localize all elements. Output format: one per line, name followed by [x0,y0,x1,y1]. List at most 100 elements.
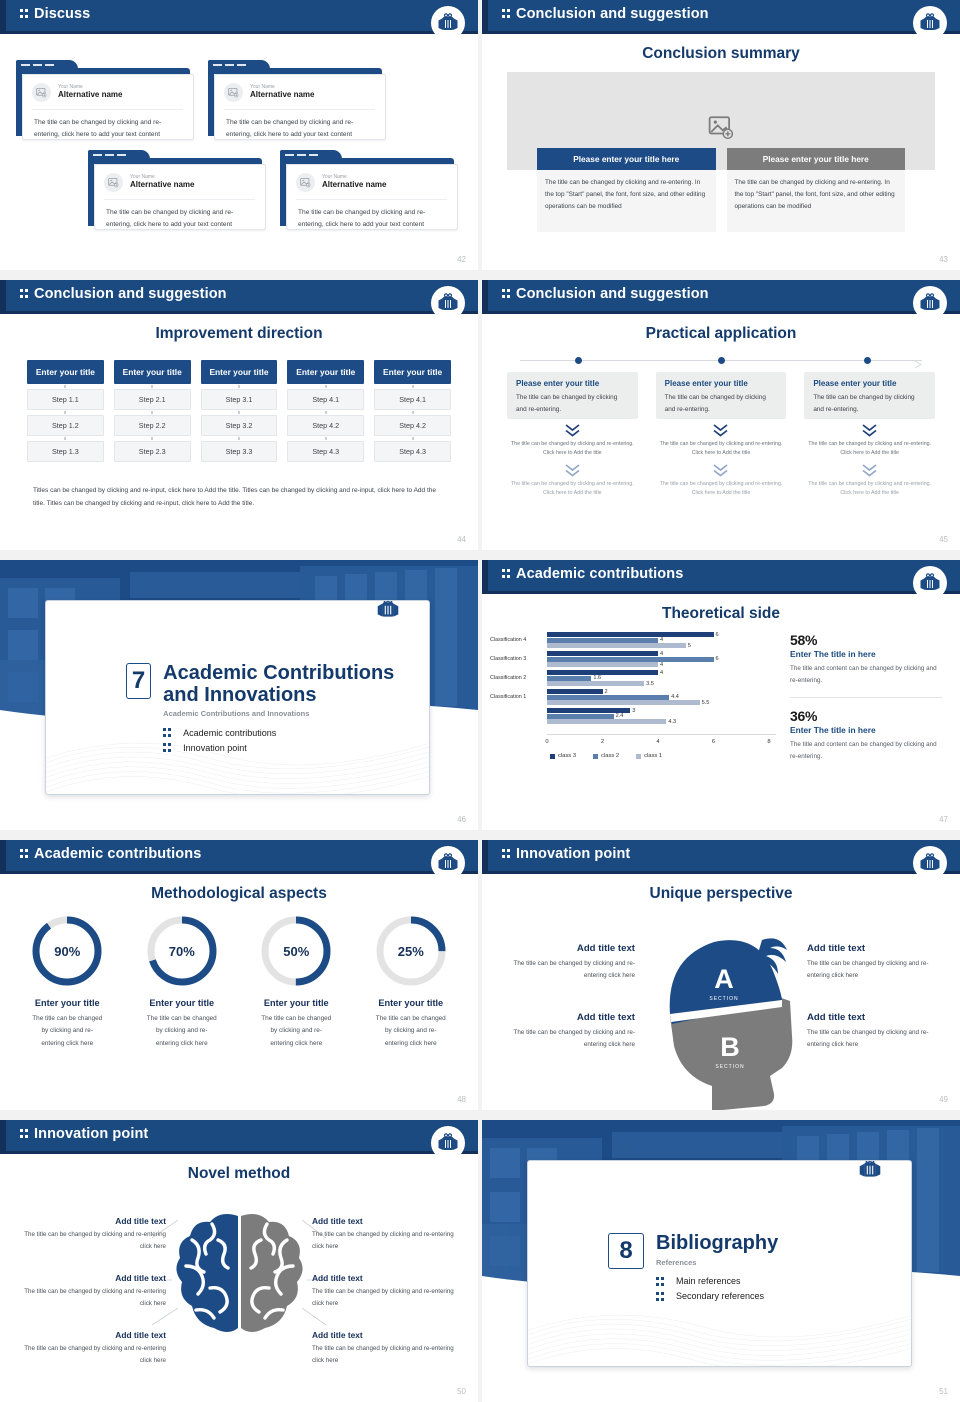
step-cell[interactable]: Step 2.1 [113,389,191,410]
stat-title: Enter The title in here [790,649,876,659]
step-cell[interactable]: Step 4.1 [287,389,365,410]
bar-chart: Classification 4 6 4 5 Classification 3 4 6 4 Cl… [490,628,780,759]
folder-spine [208,68,214,136]
step-column-title[interactable]: Enter your title [287,360,365,384]
folder-tab [280,150,342,159]
step-cell[interactable]: Step 4.1 [374,389,451,410]
column-title[interactable]: Please enter your title here [537,148,716,170]
folder-body-text: The title can be changed by clicking and… [226,119,354,138]
section-list-item[interactable]: Innovation point [163,742,429,753]
folder-name: Your Name [322,173,347,180]
donut-title: Enter your title [149,998,215,1008]
donut-chart: 70% [146,915,218,987]
bar-chart-tick-label: 6 [711,739,716,745]
folder-card[interactable]: Your Name Alternative name The title can… [280,150,458,230]
stat-block: 36% Enter The title in here The title an… [790,708,942,762]
page-number: 51 [939,1387,948,1396]
step-column: Enter your title Step 3.1 Step 3.2 Step … [200,360,278,462]
folder-card[interactable]: Your Name Alternative name The title can… [16,60,194,140]
timeline-column: Please enter your title The title can be… [804,372,935,498]
section-list-item[interactable]: Academic contributions [163,727,429,738]
folder-bar [16,68,190,74]
item-body: The title can be changed by clicking and… [807,960,929,979]
step-column-title[interactable]: Enter your title [374,360,451,384]
step-column-title[interactable]: Enter your title [27,360,104,384]
page-number: 50 [457,1387,466,1396]
stat-title: Enter The title in here [790,725,876,736]
timeline-card[interactable]: Please enter your title The title can be… [507,372,638,419]
divider-card: 8 Bibliography References Main reference… [527,1160,912,1367]
donut-item: 90% Enter your title The title can be chan… [10,915,125,1050]
item-body: The title can be changed by clicking and… [24,1288,166,1307]
svg-text:A: A [714,964,734,994]
step-cell[interactable]: Step 3.3 [200,441,278,462]
stat-percent: 58% [790,632,818,648]
brain-item: Add title text The title can be changed … [312,1216,462,1253]
step-cell[interactable]: Step 1.3 [27,441,104,462]
bar-chart-value-label: 4 [660,637,664,644]
section-list-item[interactable]: Main references [656,1276,778,1287]
step-cell[interactable]: Step 4.2 [374,415,451,436]
slide-title: Theoretical side [661,605,780,622]
folder-alt-name: Alternative name [58,90,123,100]
step-cell[interactable]: Step 4.3 [287,441,365,462]
step-cell[interactable]: Step 4.3 [374,441,451,462]
section-list-item[interactable]: Secondary references [656,1291,778,1302]
step-column-title[interactable]: Enter your title [113,360,191,384]
folder-card-body: Your Name Alternative name The title can… [214,74,386,140]
folder-card[interactable]: Your Name Alternative name The title can… [88,150,266,230]
header-title: Conclusion and suggestion [502,286,709,302]
column-title[interactable]: Please enter your title here [726,148,905,170]
section-subtitle: References [656,1257,697,1267]
folder-tab [208,60,270,69]
bar-chart-value-label: 2.4 [615,713,624,720]
bar-chart-value-label: 4.3 [668,718,677,725]
folder-name: Your Name [130,173,155,180]
timeline-card-title: Please enter your title [664,379,748,388]
header-accent [482,0,488,31]
slide-section-divider-academic: 7 Academic Contributions and Innovations… [0,560,478,830]
folder-card[interactable]: Your Name Alternative name The title can… [208,60,386,140]
section-item-list: Main references Secondary references [656,1276,778,1302]
slide-header-bar: Conclusion and suggestion [482,280,960,314]
folder-name: Your Name [58,83,83,90]
owl-logo-icon [913,286,947,320]
page-number: 42 [457,255,466,264]
four-dots-icon [502,288,511,299]
timeline-card-body: The title can be changed by clicking and… [664,394,766,413]
folder-bar [88,158,262,164]
section-list-item-label: Secondary references [676,1291,765,1302]
step-cell[interactable]: Step 3.2 [200,415,278,436]
step-cell[interactable]: Step 3.1 [200,389,278,410]
svg-text:SECTION: SECTION [715,1064,744,1070]
step-cell[interactable]: Step 2.2 [113,415,191,436]
step-column-title[interactable]: Enter your title [200,360,278,384]
step-connector [287,384,364,389]
bar-chart-value-label: 3 [632,707,636,714]
donut-chart: 50% [260,915,332,987]
stat-body: The title and content can be changed by … [790,665,937,684]
step-cell[interactable]: Step 2.3 [113,441,191,462]
chevron-down-icon [656,424,787,437]
bar-chart-bar [547,681,645,687]
step-column: Enter your title Step 4.1 Step 4.2 Step … [374,360,451,462]
timeline-dot [864,357,871,364]
brain-item: Add title text The title can be changed … [16,1216,166,1253]
page-number: 44 [457,535,466,544]
bar-chart-tick-label: 4 [656,739,660,745]
perspective-item: Add title text The title can be changed … [500,1012,635,1051]
bar-chart-legend-item: class 3 [550,753,576,759]
step-cell[interactable]: Step 4.2 [287,415,365,436]
stat-block: 58% Enter The title in here The title an… [790,632,942,686]
bar-chart-tick-label: 8 [767,739,771,745]
timeline-card[interactable]: Please enter your title The title can be… [655,372,787,419]
bar-chart-bar [547,719,667,725]
step-cell[interactable]: Step 1.1 [27,389,104,410]
brain-item: Add title text The title can be changed … [312,1273,462,1310]
four-dots-icon [656,1276,665,1287]
timeline-card[interactable]: Please enter your title The title can be… [804,372,935,419]
bar-chart-value-label: 4 [660,661,664,668]
bar-chart-legend-item: class 2 [593,753,619,759]
step-cell[interactable]: Step 1.2 [27,415,104,436]
